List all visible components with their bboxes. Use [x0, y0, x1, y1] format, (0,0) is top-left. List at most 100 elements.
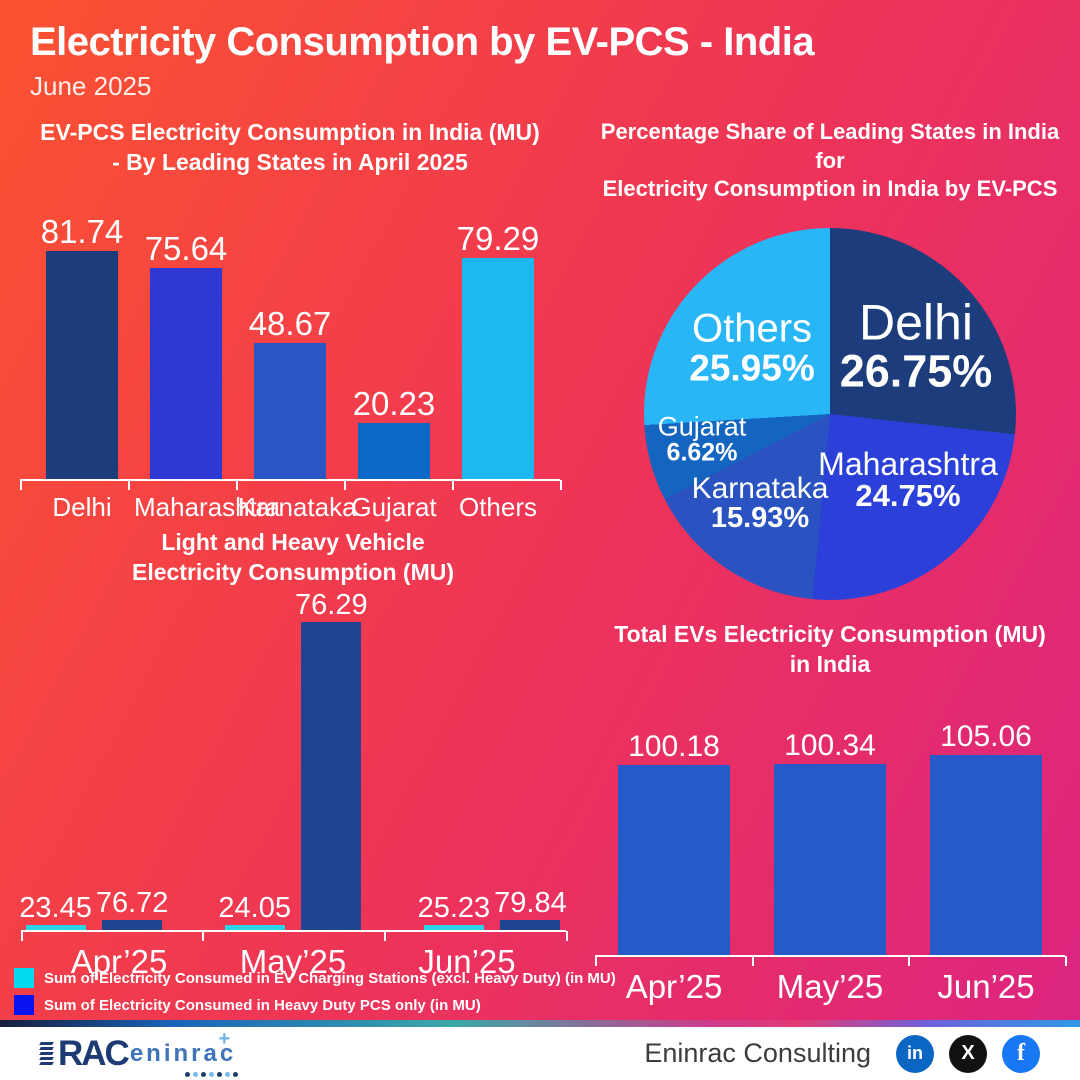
legend-item-1: Sum of Electricity Consumed in Heavy Dut… [14, 995, 589, 1015]
bar-maharashtra [150, 267, 222, 479]
bar-light [224, 924, 285, 930]
logo-dots [185, 1071, 239, 1077]
bar-column-light-jun-25: 25.23 [418, 893, 490, 930]
total-ev-title-line1: Total EVs Electricity Consumption (MU) [614, 621, 1046, 647]
axis-tick [751, 955, 754, 966]
header: Electricity Consumption by EV-PCS - Indi… [30, 20, 815, 102]
bar-jun-25 [930, 754, 1042, 955]
axis-tick [202, 930, 205, 941]
bar-column-jun-25: 105.06 [930, 719, 1042, 955]
pie-wrap: Delhi 26.75% Maharashtra 24.75% Karnatak… [644, 227, 1016, 600]
bar-group-jun-25: 25.23 79.84 [418, 886, 567, 930]
linkedin-icon[interactable]: in [896, 1034, 934, 1073]
bar-value-light: 24.05 [218, 891, 291, 924]
bar-others [462, 257, 534, 479]
bar-column-heavy-jun-25: 79.84 [494, 886, 567, 930]
axis-tick [128, 479, 130, 490]
axis-tick [595, 955, 597, 966]
bar-value-heavy: 76.72 [95, 886, 169, 919]
bar-delhi [46, 250, 118, 479]
light-heavy-x-axis [20, 929, 568, 943]
pie-slice-value: 15.93% [710, 502, 810, 535]
share-pie-chart: Percentage Share of Leading States in In… [586, 118, 1074, 600]
pie-label-delhi: Delhi 26.75% [840, 297, 993, 394]
bar-column-light-may-25: 24.05 [218, 891, 291, 930]
total-ev-x-axis [595, 954, 1067, 968]
total-ev-x-labels: Apr’25 May’25 Jun’25 [586, 968, 1074, 1006]
x-label-karnataka: Karnataka [238, 491, 357, 522]
x-label-delhi: Delhi [52, 491, 112, 522]
x-label-may-25: May’25 [239, 942, 347, 980]
light-heavy-legend: Sum of Electricity Consumed in EV Chargi… [14, 968, 616, 1022]
legend-swatch [14, 968, 34, 988]
axis-tick [1065, 955, 1067, 966]
x-label-apr-25: Apr’25 [625, 967, 723, 1005]
bar-value-light: 23.45 [19, 891, 92, 924]
total-ev-plot: 100.18 100.34 105.06 [586, 715, 1074, 955]
pie-slice-name: Delhi [859, 294, 973, 351]
bar-value-may-25: 100.34 [784, 728, 876, 762]
states-bar-chart-title-line1: EV-PCS Electricity Consumption in India … [40, 119, 540, 145]
axis-tick [452, 479, 454, 490]
states-bar-x-labels: Delhi Maharashtra Karnataka Gujarat Others [12, 492, 568, 523]
pie-label-others: Others 25.95% [689, 308, 815, 389]
bar-light [423, 924, 484, 930]
x-label-jun-25: Jun’25 [418, 942, 516, 980]
x-icon[interactable]: X [949, 1034, 987, 1073]
states-bar-plot: 81.74 75.64 48.67 20.23 79.29 [12, 184, 568, 479]
logo-rac-text: RAC [58, 1034, 130, 1073]
axis-tick [344, 479, 346, 490]
bar-column-delhi: 81.74 [30, 215, 134, 479]
bar-column-light-apr-25: 23.45 [19, 891, 92, 930]
bar-value-jun-25: 105.06 [940, 719, 1032, 753]
axis-tick [565, 930, 568, 941]
logo-dot [233, 1071, 239, 1077]
footer-gradient-strip [0, 1020, 1080, 1027]
logo-lines-icon [39, 1042, 54, 1065]
bar-value-karnataka: 48.67 [248, 304, 332, 342]
states-bar-x-axis [20, 478, 562, 492]
legend-swatch [14, 995, 34, 1015]
logo-dot [201, 1071, 207, 1077]
total-ev-chart-title: Total EVs Electricity Consumption (MU) i… [586, 620, 1074, 680]
page-subtitle: June 2025 [30, 71, 152, 101]
pie [644, 227, 1016, 600]
axis-tick [236, 479, 238, 490]
bar-value-heavy: 79.84 [494, 886, 567, 919]
states-bar-chart-title-line2: - By Leading States in April 2025 [112, 148, 468, 175]
x-label-jun-25: Jun’25 [937, 967, 1035, 1005]
axis-tick [908, 955, 911, 966]
bar-value-gujarat: 20.23 [352, 384, 436, 422]
facebook-icon[interactable]: f [1002, 1034, 1040, 1073]
x-label-may-25: May’25 [776, 967, 884, 1005]
axis-tick [383, 930, 386, 941]
logo-dot [209, 1071, 215, 1077]
light-heavy-title-line1: Light and Heavy Vehicle [161, 529, 425, 555]
bar-value-apr-25: 100.18 [628, 729, 720, 763]
bar-heavy [500, 919, 561, 930]
pie-slice-value: 25.95% [689, 347, 815, 389]
company-name: Eninrac Consulting [644, 1038, 871, 1068]
bar-column-gujarat: 20.23 [342, 387, 446, 479]
bar-heavy [301, 621, 362, 930]
pie-slice-value: 24.75% [855, 478, 961, 514]
x-label-gujarat: Gujarat [351, 491, 437, 522]
legend-label: Sum of Electricity Consumed in EV Chargi… [44, 969, 616, 987]
bar-group-may-25: 24.05 76.29 [218, 590, 368, 930]
bar-column-apr-25: 100.18 [618, 729, 730, 955]
bar-column-karnataka: 48.67 [238, 307, 342, 479]
bar-apr-25 [618, 764, 730, 955]
pie-slice-name: Karnataka [691, 471, 829, 505]
bar-column-may-25: 100.34 [774, 728, 886, 955]
states-bar-chart-title: EV-PCS Electricity Consumption in India … [12, 118, 568, 178]
light-heavy-title-line2: Electricity Consumption (MU) [131, 558, 454, 585]
pie-label-karnataka: Karnataka 15.93% [691, 471, 829, 535]
x-label-apr-25: Apr’25 [70, 942, 168, 980]
logo-dot [193, 1071, 199, 1077]
pie-label-gujarat: Gujarat 6.62% [658, 413, 747, 466]
pie-slice-value: 6.62% [666, 438, 738, 467]
bar-value-others: 79.29 [456, 219, 540, 257]
pie-slice-value: 26.75% [839, 345, 993, 397]
